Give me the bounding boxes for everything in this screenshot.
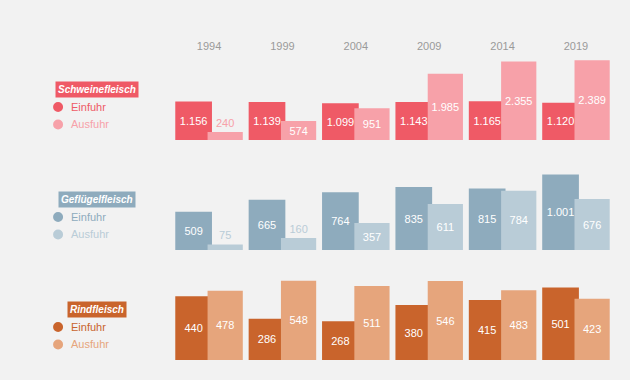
svg-text:2014: 2014 xyxy=(490,40,514,52)
svg-text:Schweinefleisch: Schweinefleisch xyxy=(58,84,136,95)
svg-text:546: 546 xyxy=(436,315,454,327)
svg-text:75: 75 xyxy=(219,229,231,241)
svg-text:440: 440 xyxy=(184,322,202,334)
svg-text:2009: 2009 xyxy=(417,40,441,52)
svg-text:483: 483 xyxy=(510,319,528,331)
svg-text:357: 357 xyxy=(363,231,381,243)
svg-text:509: 509 xyxy=(184,225,202,237)
svg-text:665: 665 xyxy=(258,219,276,231)
svg-text:Ausfuhr: Ausfuhr xyxy=(71,118,109,130)
svg-text:2.355: 2.355 xyxy=(505,95,533,107)
svg-text:Ausfuhr: Ausfuhr xyxy=(71,228,109,240)
svg-text:Einfuhr: Einfuhr xyxy=(71,321,106,333)
svg-text:676: 676 xyxy=(583,219,601,231)
svg-text:Geflügelfleisch: Geflügelfleisch xyxy=(61,194,133,205)
svg-text:511: 511 xyxy=(363,317,381,329)
svg-text:380: 380 xyxy=(405,327,423,339)
svg-text:1.099: 1.099 xyxy=(327,116,355,128)
svg-text:951: 951 xyxy=(363,118,381,130)
svg-text:1.143: 1.143 xyxy=(400,115,428,127)
svg-text:1999: 1999 xyxy=(270,40,294,52)
svg-text:240: 240 xyxy=(216,117,234,129)
svg-text:2004: 2004 xyxy=(344,40,368,52)
svg-text:Einfuhr: Einfuhr xyxy=(71,101,106,113)
svg-text:611: 611 xyxy=(437,221,455,233)
svg-text:1.139: 1.139 xyxy=(253,115,281,127)
svg-text:1.985: 1.985 xyxy=(432,101,460,113)
svg-text:Rindfleisch: Rindfleisch xyxy=(70,304,124,315)
svg-text:835: 835 xyxy=(405,213,423,225)
svg-text:1.120: 1.120 xyxy=(547,115,575,127)
svg-text:501: 501 xyxy=(551,318,569,330)
svg-text:Einfuhr: Einfuhr xyxy=(71,211,106,223)
svg-text:548: 548 xyxy=(289,314,307,326)
svg-text:1.001: 1.001 xyxy=(547,206,575,218)
svg-text:1.165: 1.165 xyxy=(473,115,501,127)
svg-text:478: 478 xyxy=(216,319,234,331)
svg-text:2019: 2019 xyxy=(564,40,588,52)
svg-text:815: 815 xyxy=(478,213,496,225)
svg-text:784: 784 xyxy=(510,214,528,226)
svg-text:2.389: 2.389 xyxy=(578,94,606,106)
svg-text:268: 268 xyxy=(331,335,349,347)
svg-text:Ausfuhr: Ausfuhr xyxy=(71,338,109,350)
svg-text:160: 160 xyxy=(289,223,307,235)
svg-text:1.156: 1.156 xyxy=(180,115,208,127)
svg-text:415: 415 xyxy=(478,324,496,336)
svg-text:286: 286 xyxy=(258,333,276,345)
svg-text:1994: 1994 xyxy=(197,40,221,52)
svg-text:764: 764 xyxy=(331,215,349,227)
svg-text:574: 574 xyxy=(289,125,307,137)
svg-text:423: 423 xyxy=(583,323,601,335)
